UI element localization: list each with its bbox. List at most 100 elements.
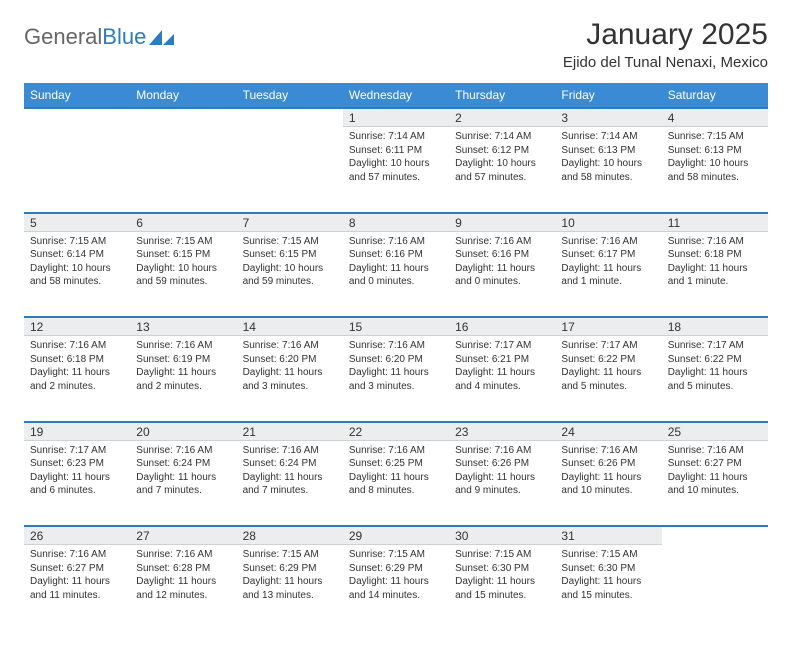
sunset-text: Sunset: 6:26 PM xyxy=(455,457,549,471)
daylight-text-2: and 13 minutes. xyxy=(243,589,337,603)
day-number-cell: 31 xyxy=(555,526,661,545)
sunrise-text: Sunrise: 7:16 AM xyxy=(136,339,230,353)
day-number-cell: 16 xyxy=(449,317,555,336)
sunset-text: Sunset: 6:27 PM xyxy=(668,457,762,471)
sunset-text: Sunset: 6:13 PM xyxy=(561,144,655,158)
weekday-header: Wednesday xyxy=(343,83,449,108)
day-content-cell: Sunrise: 7:16 AMSunset: 6:17 PMDaylight:… xyxy=(555,231,661,317)
daylight-text-1: Daylight: 11 hours xyxy=(349,471,443,485)
daylight-text-2: and 0 minutes. xyxy=(349,275,443,289)
sunset-text: Sunset: 6:18 PM xyxy=(668,248,762,262)
day-content-cell: Sunrise: 7:14 AMSunset: 6:12 PMDaylight:… xyxy=(449,127,555,213)
logo-text-general: General xyxy=(24,24,102,49)
calendar-body: 1234Sunrise: 7:14 AMSunset: 6:11 PMDayli… xyxy=(24,108,768,631)
day-content-cell: Sunrise: 7:15 AMSunset: 6:15 PMDaylight:… xyxy=(237,231,343,317)
daylight-text-2: and 4 minutes. xyxy=(455,380,549,394)
daylight-text-2: and 11 minutes. xyxy=(30,589,124,603)
daylight-text-2: and 5 minutes. xyxy=(668,380,762,394)
sunset-text: Sunset: 6:16 PM xyxy=(455,248,549,262)
daylight-text-1: Daylight: 10 hours xyxy=(668,157,762,171)
day-number-cell: 25 xyxy=(662,422,768,441)
day-number-cell: 10 xyxy=(555,213,661,232)
sunset-text: Sunset: 6:28 PM xyxy=(136,562,230,576)
daylight-text-1: Daylight: 11 hours xyxy=(243,471,337,485)
day-number-cell: 11 xyxy=(662,213,768,232)
daylight-text-2: and 0 minutes. xyxy=(455,275,549,289)
sunrise-text: Sunrise: 7:16 AM xyxy=(455,235,549,249)
daylight-text-2: and 15 minutes. xyxy=(561,589,655,603)
sunset-text: Sunset: 6:23 PM xyxy=(30,457,124,471)
sunset-text: Sunset: 6:18 PM xyxy=(30,353,124,367)
sunrise-text: Sunrise: 7:15 AM xyxy=(30,235,124,249)
daylight-text-1: Daylight: 10 hours xyxy=(30,262,124,276)
sunrise-text: Sunrise: 7:17 AM xyxy=(668,339,762,353)
day-content-cell: Sunrise: 7:16 AMSunset: 6:20 PMDaylight:… xyxy=(237,336,343,422)
daylight-text-1: Daylight: 11 hours xyxy=(455,262,549,276)
sunset-text: Sunset: 6:20 PM xyxy=(349,353,443,367)
daylight-text-1: Daylight: 10 hours xyxy=(455,157,549,171)
logo-text-blue: Blue xyxy=(102,24,146,49)
sunrise-text: Sunrise: 7:15 AM xyxy=(455,548,549,562)
day-content-cell: Sunrise: 7:17 AMSunset: 6:22 PMDaylight:… xyxy=(555,336,661,422)
day-content-cell: Sunrise: 7:16 AMSunset: 6:24 PMDaylight:… xyxy=(130,440,236,526)
daylight-text-1: Daylight: 11 hours xyxy=(561,366,655,380)
day-content-cell: Sunrise: 7:17 AMSunset: 6:23 PMDaylight:… xyxy=(24,440,130,526)
daylight-text-1: Daylight: 11 hours xyxy=(30,471,124,485)
day-number-cell: 24 xyxy=(555,422,661,441)
daylight-text-2: and 3 minutes. xyxy=(349,380,443,394)
day-content-cell: Sunrise: 7:16 AMSunset: 6:18 PMDaylight:… xyxy=(24,336,130,422)
sunset-text: Sunset: 6:11 PM xyxy=(349,144,443,158)
sunset-text: Sunset: 6:21 PM xyxy=(455,353,549,367)
weekday-header: Tuesday xyxy=(237,83,343,108)
daylight-text-1: Daylight: 11 hours xyxy=(136,471,230,485)
daylight-text-2: and 10 minutes. xyxy=(561,484,655,498)
day-number-cell: 2 xyxy=(449,108,555,127)
daylight-text-1: Daylight: 11 hours xyxy=(136,575,230,589)
day-content-cell: Sunrise: 7:17 AMSunset: 6:21 PMDaylight:… xyxy=(449,336,555,422)
logo-sail-icon xyxy=(149,28,175,46)
daylight-text-1: Daylight: 11 hours xyxy=(349,262,443,276)
daylight-text-1: Daylight: 11 hours xyxy=(561,471,655,485)
day-number-cell: 5 xyxy=(24,213,130,232)
daylight-text-1: Daylight: 11 hours xyxy=(668,262,762,276)
sunset-text: Sunset: 6:22 PM xyxy=(561,353,655,367)
sunset-text: Sunset: 6:29 PM xyxy=(349,562,443,576)
sunrise-text: Sunrise: 7:16 AM xyxy=(30,339,124,353)
sunset-text: Sunset: 6:12 PM xyxy=(455,144,549,158)
sunrise-text: Sunrise: 7:15 AM xyxy=(243,235,337,249)
day-number-cell: 1 xyxy=(343,108,449,127)
sunrise-text: Sunrise: 7:16 AM xyxy=(349,235,443,249)
sunset-text: Sunset: 6:15 PM xyxy=(136,248,230,262)
daylight-text-2: and 14 minutes. xyxy=(349,589,443,603)
daylight-text-2: and 1 minute. xyxy=(668,275,762,289)
day-content-row: Sunrise: 7:14 AMSunset: 6:11 PMDaylight:… xyxy=(24,127,768,213)
sunset-text: Sunset: 6:15 PM xyxy=(243,248,337,262)
sunrise-text: Sunrise: 7:15 AM xyxy=(136,235,230,249)
day-number-cell: 13 xyxy=(130,317,236,336)
daylight-text-1: Daylight: 11 hours xyxy=(243,575,337,589)
daylight-text-2: and 8 minutes. xyxy=(349,484,443,498)
sunset-text: Sunset: 6:20 PM xyxy=(243,353,337,367)
sunset-text: Sunset: 6:19 PM xyxy=(136,353,230,367)
daylight-text-1: Daylight: 11 hours xyxy=(30,575,124,589)
day-number-cell xyxy=(237,108,343,127)
daylight-text-2: and 2 minutes. xyxy=(30,380,124,394)
weekday-header: Saturday xyxy=(662,83,768,108)
sunset-text: Sunset: 6:14 PM xyxy=(30,248,124,262)
logo-text: GeneralBlue xyxy=(24,24,146,50)
daylight-text-2: and 7 minutes. xyxy=(243,484,337,498)
day-content-cell: Sunrise: 7:15 AMSunset: 6:29 PMDaylight:… xyxy=(343,545,449,631)
sunset-text: Sunset: 6:16 PM xyxy=(349,248,443,262)
daylight-text-1: Daylight: 11 hours xyxy=(668,471,762,485)
month-title: January 2025 xyxy=(563,18,768,52)
day-content-cell: Sunrise: 7:14 AMSunset: 6:11 PMDaylight:… xyxy=(343,127,449,213)
sunrise-text: Sunrise: 7:15 AM xyxy=(243,548,337,562)
daylight-text-1: Daylight: 11 hours xyxy=(561,262,655,276)
day-content-cell: Sunrise: 7:16 AMSunset: 6:26 PMDaylight:… xyxy=(555,440,661,526)
day-number-cell: 12 xyxy=(24,317,130,336)
sunrise-text: Sunrise: 7:16 AM xyxy=(243,444,337,458)
day-content-cell: Sunrise: 7:15 AMSunset: 6:14 PMDaylight:… xyxy=(24,231,130,317)
sunset-text: Sunset: 6:27 PM xyxy=(30,562,124,576)
day-content-cell: Sunrise: 7:15 AMSunset: 6:15 PMDaylight:… xyxy=(130,231,236,317)
sunrise-text: Sunrise: 7:16 AM xyxy=(349,444,443,458)
